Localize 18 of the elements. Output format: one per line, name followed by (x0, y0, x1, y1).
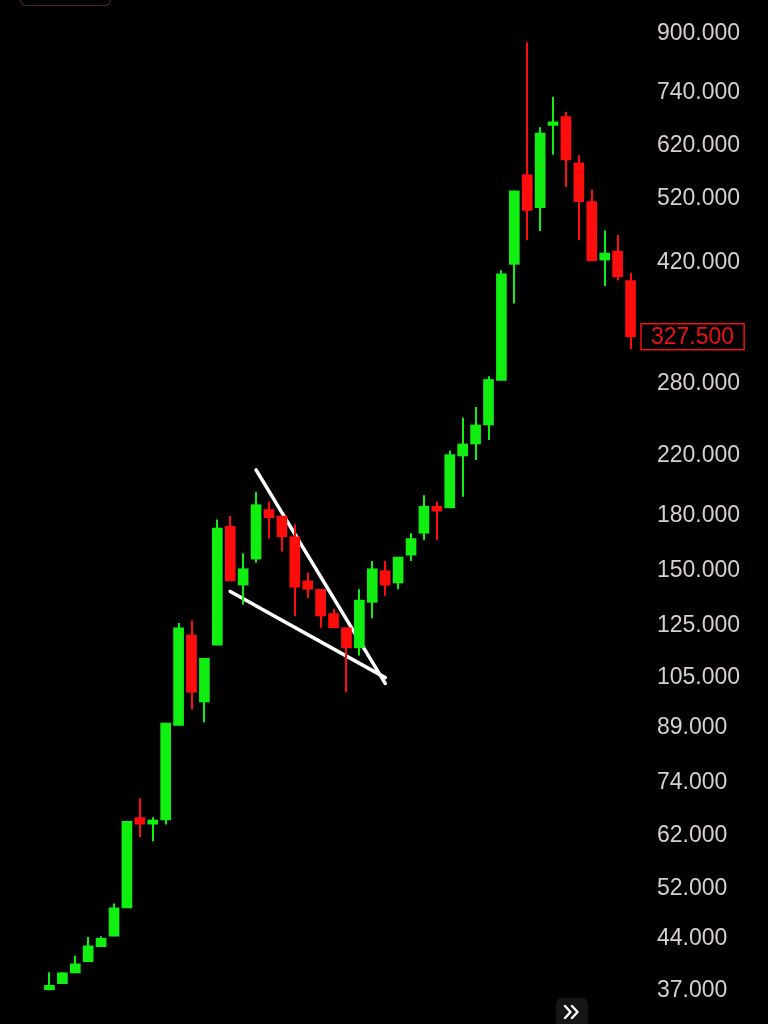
y-tick-label: 37.000 (657, 975, 728, 1002)
y-tick-label: 620.000 (657, 130, 741, 157)
y-tick-label: 62.000 (657, 820, 728, 847)
y-tick-label: 74.000 (657, 767, 728, 794)
text: 327.500 (651, 323, 735, 350)
y-tick-label: 52.000 (657, 873, 728, 900)
y-tick-label: 900.000 (657, 19, 741, 46)
y-tick-label: 44.000 (657, 923, 728, 950)
y-tick-label: 520.000 (657, 183, 741, 210)
y-tick-label: 125.000 (657, 610, 741, 637)
y-tick-label: 420.000 (657, 247, 741, 274)
y-tick-label: 220.000 (657, 441, 741, 468)
y-tick-label: 150.000 (657, 556, 741, 583)
y-tick-label: 105.000 (657, 662, 741, 689)
y-tick-label: 280.000 (657, 369, 741, 396)
y-tick-label: 89.000 (657, 712, 728, 739)
y-tick-label: 740.000 (657, 77, 741, 104)
y-tick-label: 180.000 (657, 501, 741, 528)
